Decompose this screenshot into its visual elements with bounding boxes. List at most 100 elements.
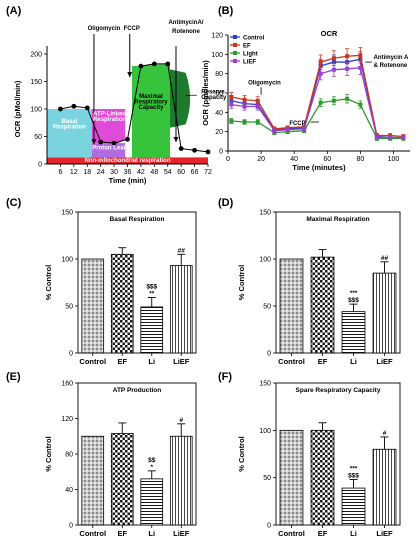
x-tick-label: 18 xyxy=(83,169,91,176)
y-tick-label: 160 xyxy=(61,381,73,388)
y-tick-label: 150 xyxy=(30,79,42,86)
chart-title: Basal Respiration xyxy=(110,216,165,223)
oligomycin-label: Oligomycin xyxy=(88,26,121,32)
y-tick-label: 100 xyxy=(30,107,42,114)
bar-ef xyxy=(110,433,134,526)
data-point xyxy=(331,56,336,61)
y-tick-label: 40 xyxy=(65,487,73,494)
bar-lief xyxy=(169,265,193,354)
antimycin-label: Antimycin A xyxy=(374,55,409,61)
data-point xyxy=(255,98,260,103)
data-point xyxy=(331,67,336,72)
y-tick-label: 0 xyxy=(69,351,73,358)
ocr-point xyxy=(151,61,157,67)
legend-swatch-marker xyxy=(233,51,237,55)
rotenone-label: & Rotenone xyxy=(374,63,408,69)
basal-label: Basal xyxy=(61,119,77,125)
maximal-label: Capacity xyxy=(138,105,164,111)
x-tick-label: LiEF xyxy=(173,357,190,366)
significance-label: ## xyxy=(381,255,389,262)
x-tick-label: 24 xyxy=(97,169,105,176)
y-tick-label: 100 xyxy=(61,257,73,264)
x-tick-label: EF xyxy=(117,529,127,538)
y-axis-label: % Control xyxy=(44,265,53,300)
ocr-point xyxy=(125,136,130,142)
x-tick-label: Li xyxy=(148,529,155,538)
panel-label: (E) xyxy=(6,371,21,383)
x-tick-label: 40 xyxy=(290,156,298,163)
ocr-point xyxy=(111,140,117,146)
x-tick-label: 66 xyxy=(191,169,199,176)
y-tick-label: 150 xyxy=(259,210,271,217)
y-axis-label: OCR (pmoles/min) xyxy=(201,60,210,126)
ocr-point xyxy=(71,103,77,109)
y-tick-label: 0 xyxy=(38,162,42,169)
panel-label: (D) xyxy=(218,197,234,209)
bar-li xyxy=(140,478,164,526)
reserve-label: Capacity xyxy=(201,95,227,101)
data-point xyxy=(401,135,406,140)
y-axis-label: % Control xyxy=(237,265,246,300)
data-point xyxy=(302,126,307,131)
data-point xyxy=(318,60,323,65)
panel-label: (B) xyxy=(218,5,234,17)
significance-label: *** xyxy=(350,290,358,297)
legend-swatch-marker xyxy=(233,59,237,63)
significance-label: * xyxy=(150,464,153,471)
nonmito-region xyxy=(47,157,208,164)
bar-ef xyxy=(310,429,335,526)
x-axis-label: Time (min) xyxy=(109,176,147,185)
data-point xyxy=(318,71,323,76)
maximal-label: Maximal xyxy=(139,94,163,100)
y-tick-label: 0 xyxy=(267,523,271,530)
data-point xyxy=(229,94,234,99)
x-tick-label: Control xyxy=(79,357,106,366)
ocr-point xyxy=(192,147,197,153)
plot-frame xyxy=(275,382,401,526)
data-point xyxy=(388,135,393,140)
fccp-label: FCCP xyxy=(124,26,140,32)
legend-swatch-marker xyxy=(233,35,237,39)
data-point xyxy=(229,102,234,107)
data-point xyxy=(285,127,290,132)
x-tick-label: Control xyxy=(79,529,106,538)
data-point xyxy=(345,66,350,71)
y-tick-label: 100 xyxy=(259,257,271,264)
plot-frame xyxy=(77,211,197,354)
ocr-point xyxy=(165,61,171,67)
x-tick-label: EF xyxy=(318,357,328,366)
data-point xyxy=(345,96,350,101)
bar-ef xyxy=(310,256,335,354)
fccp-label: FCCP xyxy=(289,121,305,127)
ocr-point xyxy=(138,63,144,69)
arrow-head xyxy=(127,72,133,78)
chart-title: OCR xyxy=(321,29,338,38)
arrow-head xyxy=(91,139,97,145)
maximal-region xyxy=(131,63,170,158)
basal-label: Respiration xyxy=(53,124,86,130)
significance-label: # xyxy=(383,430,387,437)
x-tick-label: 60 xyxy=(177,169,185,176)
legend-label: EF xyxy=(243,44,251,50)
data-point xyxy=(229,119,234,124)
x-tick-label: 30 xyxy=(110,169,118,176)
x-tick-label: 42 xyxy=(137,169,145,176)
bar-lief xyxy=(169,435,193,526)
legend-swatch-marker xyxy=(233,43,237,47)
x-tick-label: 60 xyxy=(323,156,331,163)
ocr-point xyxy=(98,139,104,145)
data-point xyxy=(318,100,323,105)
x-tick-label: 54 xyxy=(164,169,172,176)
bar-control xyxy=(279,258,304,354)
x-tick-label: LiEF xyxy=(173,529,190,538)
data-point xyxy=(242,120,247,124)
y-tick-label: 150 xyxy=(61,210,73,217)
panel-label: (F) xyxy=(218,371,232,383)
data-point xyxy=(358,102,363,107)
data-point xyxy=(272,128,277,133)
y-tick-label: 50 xyxy=(65,304,73,311)
maximal-label: Respiratory xyxy=(134,100,168,106)
atp-label: ATP-Linked xyxy=(93,112,126,118)
